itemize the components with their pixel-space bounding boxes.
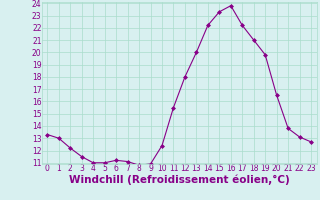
X-axis label: Windchill (Refroidissement éolien,°C): Windchill (Refroidissement éolien,°C) bbox=[69, 174, 290, 185]
